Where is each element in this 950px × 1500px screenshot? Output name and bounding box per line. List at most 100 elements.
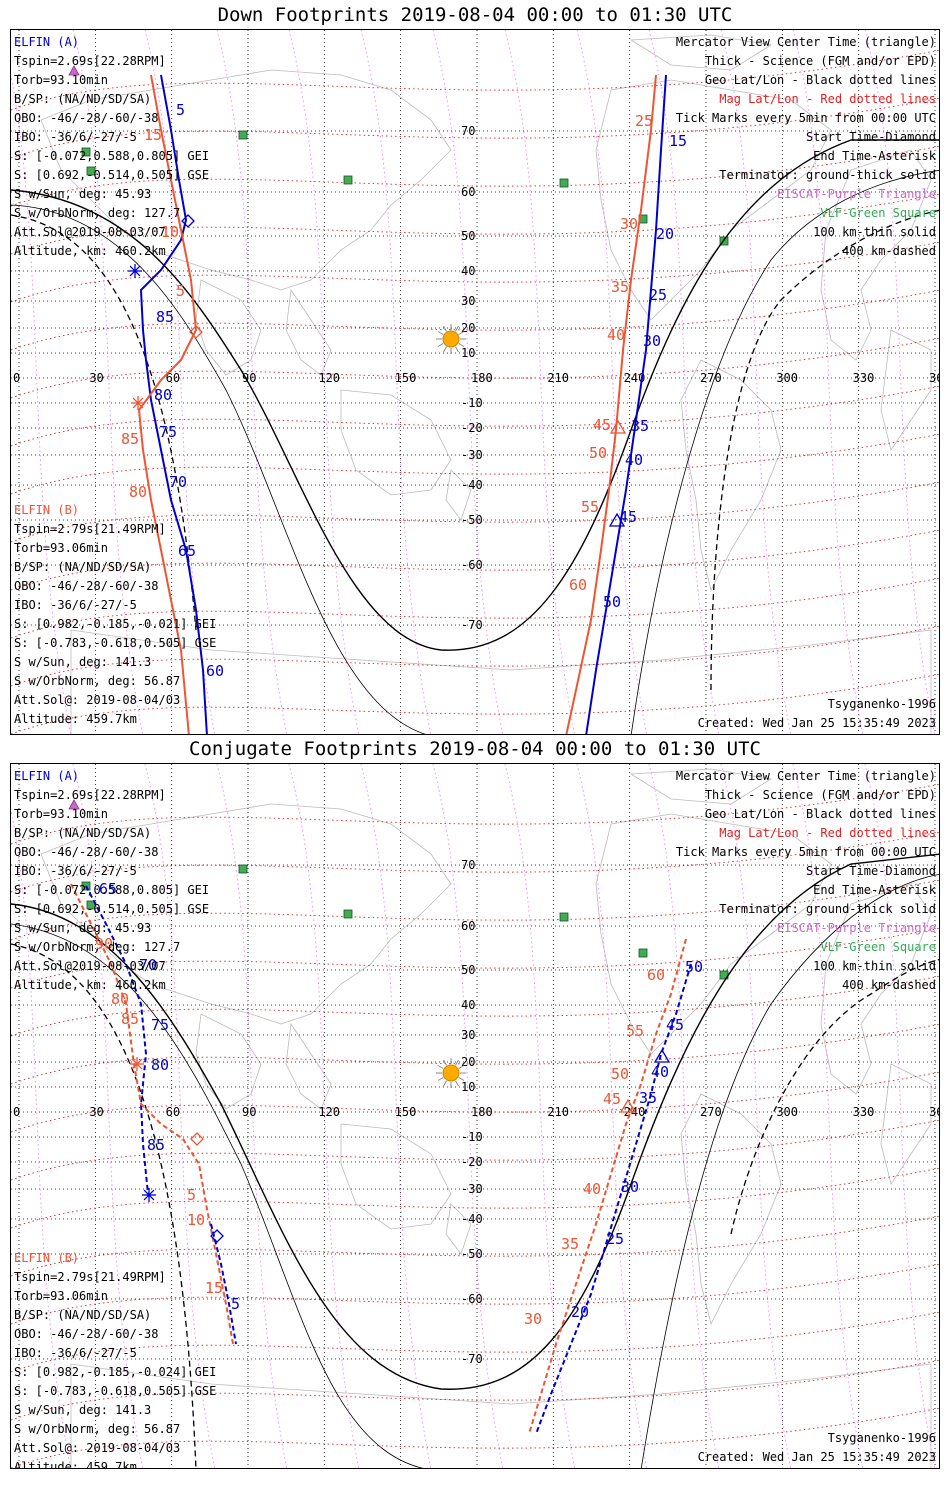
terminator-100km xyxy=(11,923,425,1468)
info-line: S: [-0.783,-0.618,0.505] GSE xyxy=(14,636,217,650)
info-line: S w/OrbNorm, deg: 56.87 xyxy=(14,1422,181,1436)
info-line: Att.Sol@2019-08-03/07 xyxy=(14,959,166,973)
coastline xyxy=(70,1363,932,1468)
info-line: OBO: -46/-28/-60/-38 xyxy=(14,845,159,859)
asterisk-stroke xyxy=(131,1058,143,1070)
lat-label: -40 xyxy=(461,1212,483,1226)
lon-label: 150 xyxy=(395,1105,417,1119)
legend-item: 100 km-thin solid xyxy=(813,225,936,239)
lon-label: 240 xyxy=(624,371,646,385)
coastline xyxy=(680,359,782,592)
info-line: S w/Sun, deg: 141.3 xyxy=(14,655,152,669)
sun-ray xyxy=(437,331,444,335)
info-line: B/SP: (NA/ND/SD/SA) xyxy=(14,92,152,106)
mag-meridian xyxy=(216,30,288,734)
info-line: Altitude: 459.7km xyxy=(14,1460,137,1469)
lat-label: -30 xyxy=(461,1182,483,1196)
lat-label: -60 xyxy=(461,558,483,572)
elfin-a-footprint-trace xyxy=(535,963,692,1435)
vlf-station-marker xyxy=(343,909,353,919)
info-line: S w/OrbNorm, deg: 127.7 xyxy=(14,206,181,220)
legend-item: End Time-Asterisk xyxy=(813,883,936,897)
mag-meridian xyxy=(720,30,792,734)
elfin-a-end-asterisk xyxy=(128,264,142,278)
lat-label: -70 xyxy=(461,1352,483,1366)
mag-meridian xyxy=(648,764,720,1468)
trace-time-label: 60 xyxy=(647,966,665,984)
trace-time-label: 35 xyxy=(561,1235,579,1253)
vlf-station-marker xyxy=(638,948,648,958)
map-canvas: 0 30 60 90 120 150 180 210 240 270 300 330 360 70 60 50… xyxy=(11,30,940,734)
legend-item: 400 km-dashed xyxy=(842,978,936,992)
legend-item: Mag Lat/Lon - Red dotted lines xyxy=(719,92,936,106)
lat-label: 50 xyxy=(461,963,475,977)
elfin-a-footprint-trace xyxy=(585,74,667,734)
info-line: Tspin=2.69s[22.28RPM] xyxy=(14,54,166,68)
info-line: IBO: -36/6/-27/-5 xyxy=(14,598,137,612)
trace-time-label: 5 xyxy=(187,1186,196,1204)
sun-ray xyxy=(455,325,459,332)
mag-meridian xyxy=(72,30,144,734)
vlf-station-marker xyxy=(559,178,569,188)
lat-label: -20 xyxy=(461,421,483,435)
elfin-b-info: Tspin=2.79s[21.49RPM] Torb=93.06min B/SP: … xyxy=(14,520,216,729)
lat-label: 40 xyxy=(461,264,475,278)
trace-time-label: 65 xyxy=(99,880,117,898)
trace-time-label: 40 xyxy=(651,1063,669,1081)
legend-item: Tick Marks every 5min from 00:00 UTC xyxy=(675,845,936,859)
elfin-b-header: ELFIN (B) xyxy=(14,503,80,517)
trace-time-label: 15 xyxy=(669,132,687,150)
mag-meridian xyxy=(360,30,432,734)
coastline xyxy=(680,1093,782,1326)
info-line: S w/OrbNorm, deg: 56.87 xyxy=(14,674,181,688)
mag-meridian xyxy=(648,30,720,734)
info-line: Att.Sol@2019-08-03/07 xyxy=(14,225,166,239)
info-line: S: [0.692,-0.514,0.505] GSE xyxy=(14,902,210,916)
lat-label: 50 xyxy=(461,229,475,243)
elfin-a-mag-trace xyxy=(70,883,234,1345)
legend-item: Mercator View Center Time (triangle) xyxy=(675,35,936,49)
sun-ray xyxy=(443,346,447,353)
lon-label: 330 xyxy=(853,1105,875,1119)
eiscat-marker xyxy=(68,65,80,76)
sun-disc xyxy=(442,330,460,348)
sun-ray xyxy=(455,1080,459,1087)
trace-time-label: 30 xyxy=(524,1310,542,1328)
lon-label: 180 xyxy=(471,371,493,385)
mag-meridian xyxy=(360,764,432,1468)
trace-time-label: 70 xyxy=(139,956,157,974)
trace-time-label: 55 xyxy=(581,498,599,516)
info-line: S: [0.692,-0.514,0.505] GSE xyxy=(14,168,210,182)
vlf-station-marker xyxy=(81,147,91,157)
created-timestamp: Created: Wed Jan 25 15:35:49 2023 xyxy=(697,716,936,730)
info-line: B/SP: (NA/ND/SD/SA) xyxy=(14,1308,152,1322)
lon-label: 120 xyxy=(318,371,340,385)
lon-label: 90 xyxy=(242,371,256,385)
lon-label: 360 xyxy=(929,371,940,385)
trace-time-label: 15 xyxy=(144,126,162,144)
info-line: Tspin=2.79s[21.49RPM] xyxy=(14,522,166,536)
info-line: S: [-0.783,-0.618,0.505] GSE xyxy=(14,1384,217,1398)
lon-label: 360 xyxy=(929,1105,940,1119)
lon-label: 210 xyxy=(547,371,569,385)
elfin-a-header: ELFIN (A) xyxy=(14,35,80,49)
trace-time-label: 75 xyxy=(151,1016,169,1034)
trace-time-label: 50 xyxy=(611,1065,629,1083)
info-line: S w/OrbNorm, deg: 127.7 xyxy=(14,940,181,954)
lat-label: -50 xyxy=(461,1247,483,1261)
vlf-station-marker xyxy=(343,175,353,185)
info-line: S: [0.982,-0.185,-0.024] GEI xyxy=(14,1365,217,1379)
lat-label: 30 xyxy=(461,294,475,308)
trace-time-label: 55 xyxy=(626,1022,644,1040)
info-line: IBO: -36/6/-27/-5 xyxy=(14,1346,137,1360)
terminator-100km xyxy=(630,169,939,734)
info-line: OBO: -46/-28/-60/-38 xyxy=(14,579,159,593)
eiscat-marker xyxy=(68,799,80,810)
asterisk-stroke xyxy=(143,1189,155,1201)
trace-time-label: 45 xyxy=(593,416,611,434)
lon-label: 0 xyxy=(13,1105,20,1119)
elfin-a-start-diamond xyxy=(210,1229,224,1243)
vlf-station-marker xyxy=(238,130,248,140)
trace-time-label: 50 xyxy=(685,958,703,976)
trace-time-label: 85 xyxy=(156,308,174,326)
